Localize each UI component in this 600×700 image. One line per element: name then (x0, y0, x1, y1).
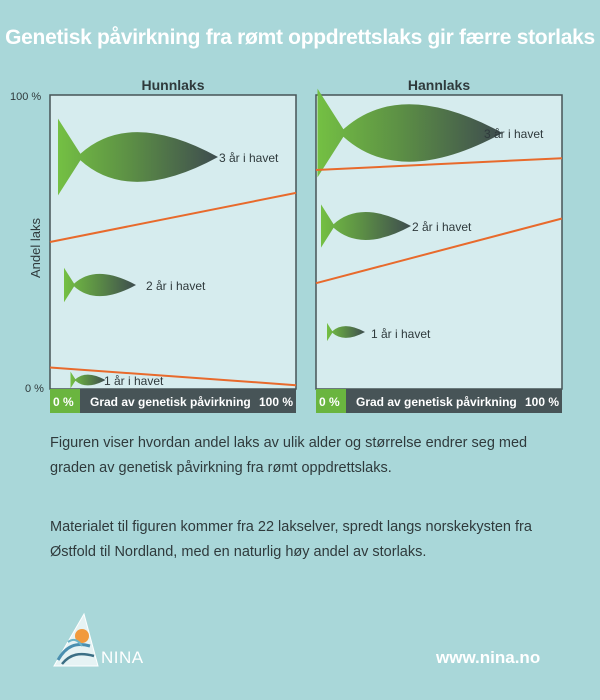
chart: Andel laks 100 % 0 % Hunnlaks 0 % Grad av gen… (10, 77, 563, 413)
x-axis-start-marker (316, 389, 346, 413)
fish-icon-medium (64, 267, 136, 303)
boundary-line (49, 366, 297, 387)
x-tick-label: 100 % (525, 395, 559, 409)
description-paragraph: Figuren viser hvordan andel laks av ulik… (50, 435, 528, 476)
class-label: 3 år i havet (484, 127, 544, 141)
class-label: 3 år i havet (219, 151, 279, 165)
y-axis-label: Andel laks (28, 218, 43, 278)
y-tick-label: 0 % (25, 383, 44, 395)
fish-icon-large (317, 88, 503, 178)
panel-title: Hunnlaks (141, 77, 204, 93)
source-paragraph: Materialet til figuren kommer fra 22 lak… (50, 519, 532, 560)
nina-logo-text: NINA (101, 648, 144, 667)
class-label: 1 år i havet (371, 327, 431, 341)
x-tick-label: 100 % (259, 395, 293, 409)
fish-icon-small (327, 322, 365, 342)
class-label: 2 år i havet (146, 279, 206, 293)
panel-background (49, 94, 297, 390)
x-axis-label: Grad av genetisk påvirkning (356, 395, 517, 409)
x-axis-start-marker (50, 389, 80, 413)
website-link[interactable]: www.nina.no (436, 648, 541, 667)
class-label: 1 år i havet (104, 374, 164, 388)
fish-icon-medium (321, 204, 411, 248)
boundary-line (315, 217, 563, 285)
class-label: 2 år i havet (412, 220, 472, 234)
x-axis-bar (50, 389, 296, 413)
boundary-line (315, 157, 563, 171)
page-title: Genetisk påvirkning fra rømt oppdrettsla… (5, 26, 595, 49)
x-tick-label: 0 % (319, 395, 340, 409)
x-axis-label: Grad av genetisk påvirkning (90, 395, 251, 409)
x-axis-bar (316, 389, 562, 413)
fish-icon-small (70, 371, 106, 389)
panel-title: Hannlaks (408, 77, 470, 93)
boundary-line (49, 191, 297, 243)
fish-icon-large (58, 118, 218, 196)
x-tick-label: 0 % (53, 395, 74, 409)
y-tick-label: 100 % (10, 91, 41, 103)
nina-logo (53, 612, 99, 667)
